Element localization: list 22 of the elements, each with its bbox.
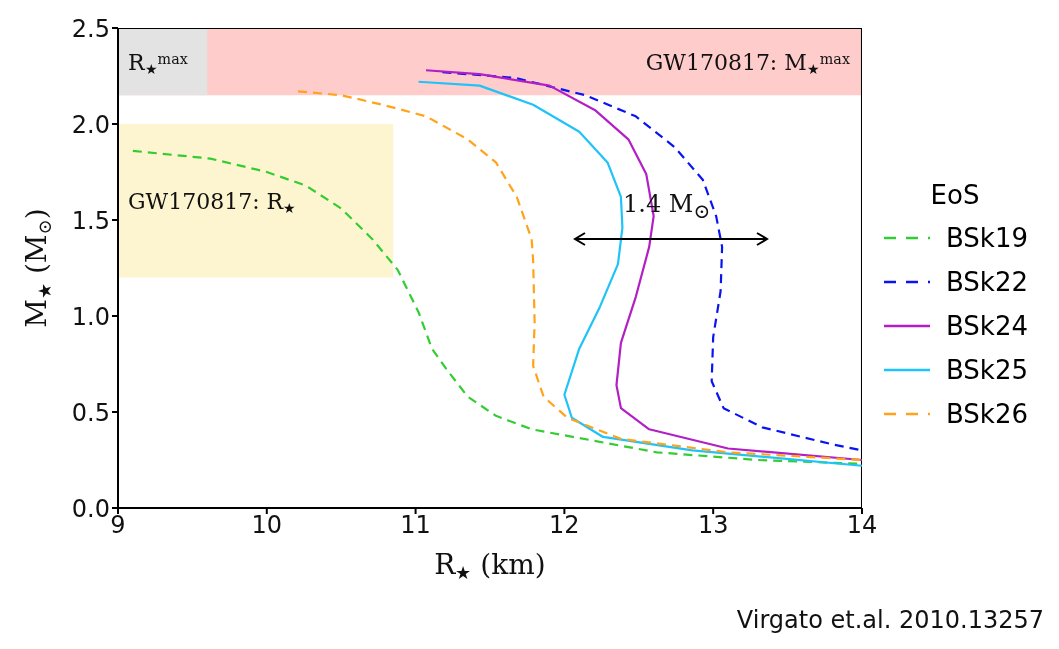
legend-label: BSk22	[945, 267, 1028, 297]
line-series	[296, 90, 862, 462]
x-tick-label: 10	[251, 511, 283, 540]
x-tick-label: 13	[697, 511, 729, 540]
legend-label: BSk25	[945, 355, 1028, 385]
x-axis-title: R$_{★}$ (km)	[434, 548, 546, 583]
legend-label: BSk19	[945, 223, 1028, 253]
x-tick-label: 14	[846, 511, 878, 540]
x-tick-label: 9	[110, 511, 126, 540]
band-label: GW170817: R$_{★}$	[128, 188, 297, 216]
x-tick-label: 11	[400, 511, 431, 540]
y-tick-label: 0.5	[71, 398, 110, 427]
x-tick-label: 12	[549, 511, 580, 540]
legend-title: EoS	[929, 180, 981, 210]
y-tick-label: 1.5	[71, 206, 110, 235]
legend-label: BSk26	[945, 399, 1028, 429]
y-tick-label: 2.5	[71, 14, 110, 43]
y-tick-label: 2.0	[71, 110, 110, 139]
y-tick-label: 1.0	[71, 302, 110, 331]
text: Virgato et.al. 2010.13257	[736, 606, 1044, 634]
y-tick-label: 0.0	[71, 494, 110, 523]
legend-label: BSk24	[945, 311, 1028, 341]
